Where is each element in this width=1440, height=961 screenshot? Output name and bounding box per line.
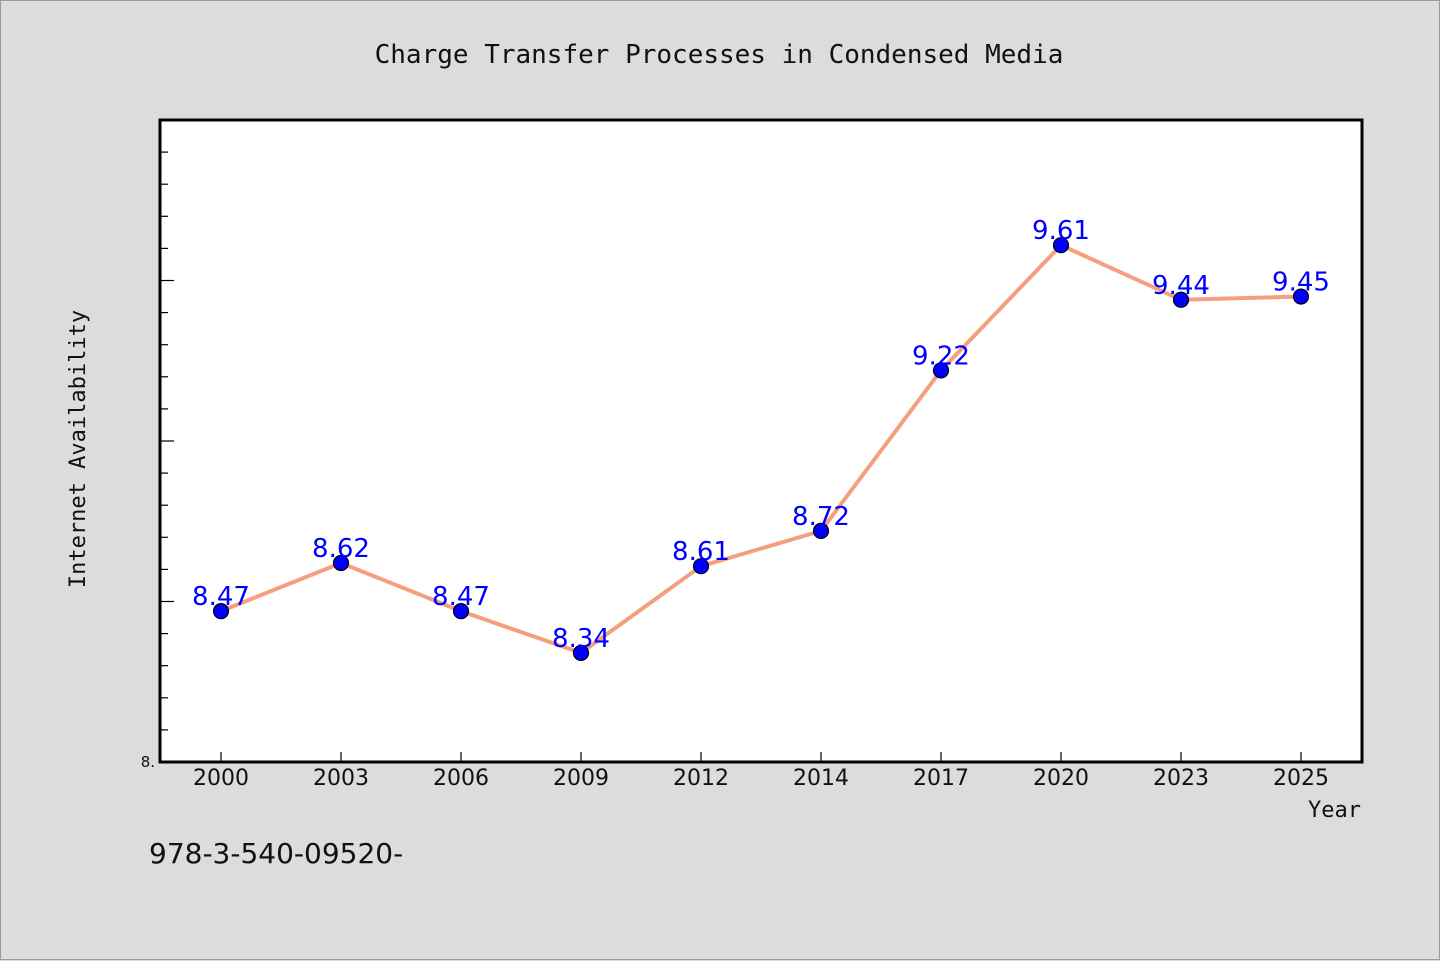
x-axis-label: Year: [1308, 798, 1361, 823]
x-tick-label: 2009: [553, 766, 609, 791]
data-label: 8.34: [552, 624, 610, 654]
x-axis-ticks: [220, 752, 1302, 762]
data-point: [572, 644, 590, 661]
x-tick-label: 2017: [913, 766, 969, 791]
series-markers-group: [212, 237, 1310, 661]
footer-code: 978-3-540-09520-: [149, 837, 403, 870]
y-axis-label: Internet Availability: [66, 310, 91, 588]
data-labels-group: 8.47 8.62 8.47 8.34 8.61 8.72 9.22 9.61 9.44 9.45: [192, 216, 1330, 654]
data-label: 9.45: [1272, 268, 1330, 298]
series-line: [220, 243, 1302, 655]
data-point: [1172, 291, 1190, 308]
data-label: 8.61: [672, 537, 730, 567]
data-label: 9.22: [912, 341, 970, 371]
x-axis-tick-labels: 2000 2003 2006 2009 2012 2014 2017 2020 2023 2025: [193, 766, 1329, 791]
x-tick-label: 2003: [313, 766, 369, 791]
x-tick-label: 2000: [193, 766, 249, 791]
data-label: 9.61: [1032, 216, 1090, 246]
series-line-group: [220, 243, 1302, 655]
x-tick-label: 2020: [1033, 766, 1089, 791]
y-tick-label: 8.: [141, 753, 155, 771]
data-label: 8.47: [192, 582, 250, 612]
y-axis-ticks: [159, 119, 174, 763]
data-point: [932, 362, 950, 379]
chart-title: Charge Transfer Processes in Condensed M…: [375, 40, 1064, 70]
data-point: [332, 554, 350, 572]
data-point: [212, 603, 230, 620]
x-tick-label: 2006: [433, 766, 489, 791]
data-point: [1052, 237, 1070, 254]
data-label: 8.72: [792, 502, 850, 532]
x-tick-label: 2014: [793, 766, 849, 791]
data-point: [452, 603, 470, 620]
data-point: [812, 522, 830, 539]
data-point: [1292, 288, 1310, 305]
x-tick-label: 2012: [673, 766, 729, 791]
data-point: [692, 558, 710, 575]
data-label: 9.44: [1152, 271, 1210, 301]
data-label: 8.62: [312, 534, 370, 564]
plot-area: [158, 118, 1364, 764]
x-tick-label: 2025: [1273, 766, 1329, 791]
x-tick-label: 2023: [1153, 766, 1209, 791]
data-label: 8.47: [432, 582, 490, 612]
